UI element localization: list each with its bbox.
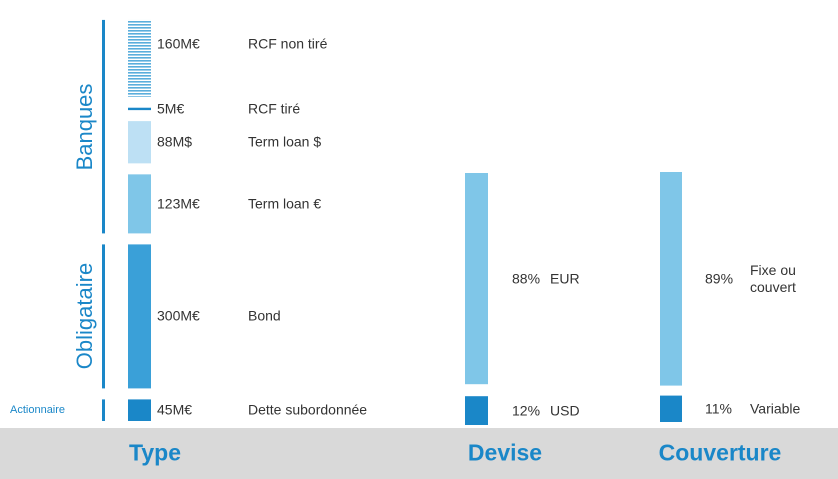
value-label: 88% bbox=[512, 270, 541, 287]
value-label: 11% bbox=[705, 400, 732, 417]
value-label: 123M€ bbox=[157, 195, 200, 212]
group-bracket bbox=[102, 19, 105, 234]
segment bbox=[128, 399, 151, 421]
segment bbox=[128, 19, 151, 97]
segment-name: USD bbox=[550, 402, 580, 419]
segment-name: Term loan € bbox=[248, 195, 322, 212]
segment bbox=[465, 396, 488, 425]
segment bbox=[660, 172, 682, 386]
value-label: 45M€ bbox=[157, 401, 193, 418]
segment bbox=[465, 173, 488, 385]
value-label: 88M$ bbox=[157, 133, 193, 150]
group-bracket bbox=[102, 244, 105, 389]
footer-band bbox=[0, 428, 838, 479]
value-label: 5M€ bbox=[157, 100, 185, 117]
segment-name: Variable bbox=[750, 400, 801, 417]
value-label: 89% bbox=[705, 270, 734, 287]
value-label: 12% bbox=[512, 402, 541, 419]
segment-name: Dette subordonnée bbox=[248, 401, 368, 418]
segment-name: Term loan $ bbox=[248, 133, 322, 150]
segment bbox=[128, 121, 151, 164]
group-label: Actionnaire bbox=[10, 404, 66, 417]
segment-name: Bond bbox=[248, 307, 281, 324]
segment-name: RCF tiré bbox=[248, 100, 301, 117]
column-label: Devise bbox=[467, 439, 543, 466]
group-label: Banques bbox=[72, 83, 97, 171]
segment-name: Fixe ou couvert bbox=[750, 261, 796, 295]
segment-name: EUR bbox=[550, 270, 580, 287]
column-label: Type bbox=[129, 439, 181, 466]
segment-name: RCF non tiré bbox=[248, 35, 328, 52]
segment bbox=[128, 174, 151, 234]
value-label: 160M€ bbox=[157, 35, 200, 52]
column-label: Couverture bbox=[658, 439, 782, 466]
group-bracket bbox=[102, 399, 105, 421]
segment bbox=[128, 107, 151, 111]
group-label: Obligataire bbox=[72, 263, 97, 370]
segment bbox=[660, 395, 682, 422]
value-label: 300M€ bbox=[157, 307, 200, 324]
segment bbox=[128, 244, 151, 389]
